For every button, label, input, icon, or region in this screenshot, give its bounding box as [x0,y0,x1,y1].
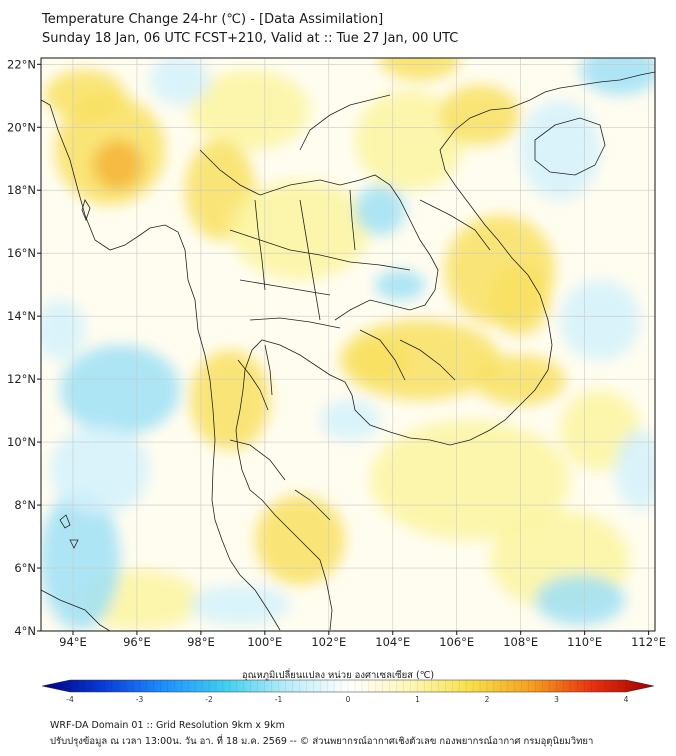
colorbar-gradient [41,679,655,693]
longitude-tick-label: 110°E [567,635,602,649]
cool-anomaly-area [60,345,180,435]
colorbar-tick-label: -3 [136,695,144,704]
cool-anomaly-area [560,280,640,360]
colorbar-tick-label: 1 [415,695,420,704]
gridlines [41,58,655,631]
warm-anomaly-area [490,265,550,335]
cool-anomaly-area [50,425,150,515]
latitude-tick-label: 14°N [7,309,36,323]
coastlines-and-borders [41,71,655,631]
warm-anomaly-area [190,70,310,150]
cool-anomaly-area [355,185,405,235]
colorbar-tick-label: 3 [554,695,559,704]
latitude-tick-label: 4°N [14,624,36,638]
cool-anomaly-area [580,58,655,95]
colorbar-tick-label: -2 [205,695,213,704]
longitude-tick-label: 98°E [187,635,215,649]
cool-anomaly-area [615,430,655,510]
latitude-tick-labels: 4°N 6°N 8°N 10°N 12°N 14°N 16°N 18°N 20°N 22°N [7,57,41,638]
temperature-field [41,58,655,631]
warm-anomaly-area [93,140,143,190]
latitude-tick-label: 6°N [14,561,36,575]
cool-anomaly-area [41,490,120,630]
latitude-tick-label: 16°N [7,246,36,260]
colorbar-tick-label: 2 [485,695,490,704]
latitude-tick-label: 22°N [7,57,36,71]
longitude-tick-label: 106°E [439,635,474,649]
longitude-tick-label: 94°E [59,635,87,649]
latitude-tick-label: 8°N [14,498,36,512]
cool-anomaly-area [190,585,290,625]
chart-subtitle: Sunday 18 Jan, 06 UTC FCST+210, Valid at… [42,31,459,46]
longitude-tick-labels: 94°E 96°E 98°E 100°E 102°E 104°E 106°E 108°E 110… [59,631,666,649]
cool-anomaly-area [320,400,380,440]
longitude-tick-label: 96°E [123,635,151,649]
longitude-tick-label: 100°E [247,635,282,649]
cool-anomaly-area [41,300,85,360]
longitude-tick-label: 112°E [631,635,666,649]
latitude-tick-label: 18°N [7,183,36,197]
footer-model-info: WRF-DA Domain 01 :: Grid Resolution 9km … [50,720,285,731]
cool-anomaly-area [150,58,210,105]
warm-anomaly-area [230,180,370,280]
colorbar: -4 -3 -2 -1 0 1 2 3 4 [41,679,655,704]
colorbar-tick-label: -4 [66,695,74,704]
colorbar-label: อุณหภูมิเปลี่ยนแปลง หน่วย องศาเซลเซียส (… [241,670,435,681]
longitude-tick-label: 102°E [311,635,346,649]
latitude-tick-label: 10°N [7,435,36,449]
map-frame [40,57,656,632]
warm-anomaly-area [440,85,520,145]
warm-anomaly-area [380,58,460,80]
latitude-tick-label: 20°N [7,120,36,134]
colorbar-tick-label: 0 [346,695,351,704]
warm-anomaly-area [190,350,270,450]
longitude-tick-label: 104°E [375,635,410,649]
cool-anomaly-area [375,270,425,300]
latitude-tick-label: 12°N [7,372,36,386]
cool-anomaly-area [520,100,600,200]
colorbar-tick-label: -1 [275,695,283,704]
warm-anomaly-area [45,70,125,120]
colorbar-tick-label: 4 [624,695,629,704]
warm-anomaly-area [370,420,570,540]
warm-anomaly-area [475,355,565,405]
warm-anomaly-area [350,340,410,380]
cool-anomaly-area [535,575,625,625]
chart-title: Temperature Change 24-hr (℃) - [Data Ass… [42,12,384,27]
longitude-tick-label: 108°E [503,635,538,649]
footer-credit: ปรับปรุงข้อมูล ณ เวลา 13:00น. วัน อา. ที… [50,736,594,747]
warm-anomaly-area [355,90,465,190]
